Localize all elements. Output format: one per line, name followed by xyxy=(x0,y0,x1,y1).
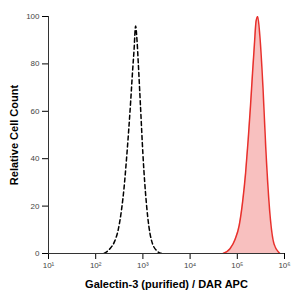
svg-text:40: 40 xyxy=(31,154,40,163)
svg-text:10³: 10³ xyxy=(137,261,149,270)
svg-text:20: 20 xyxy=(31,202,40,211)
svg-text:10²: 10² xyxy=(90,261,102,270)
svg-text:100: 100 xyxy=(26,12,40,21)
svg-text:10⁴: 10⁴ xyxy=(184,261,197,270)
svg-text:10⁵: 10⁵ xyxy=(231,261,243,270)
svg-text:Galectin-3 (purified) / DAR AP: Galectin-3 (purified) / DAR APC xyxy=(85,278,248,290)
svg-text:10¹: 10¹ xyxy=(43,261,55,270)
svg-text:60: 60 xyxy=(31,107,40,116)
svg-text:10⁶: 10⁶ xyxy=(278,261,290,270)
svg-text:0: 0 xyxy=(35,249,40,258)
svg-text:Relative Cell Count: Relative Cell Count xyxy=(8,85,20,186)
svg-text:80: 80 xyxy=(31,59,40,68)
